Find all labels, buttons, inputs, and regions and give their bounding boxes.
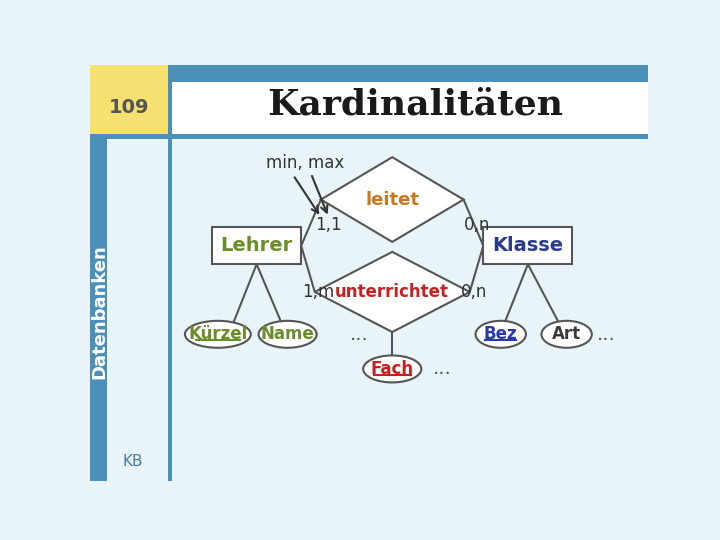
Ellipse shape [541,321,592,348]
FancyBboxPatch shape [168,65,172,481]
Text: Kürzel: Kürzel [188,325,248,343]
Text: ...: ... [597,325,616,344]
Text: Datenbanken: Datenbanken [90,244,108,379]
Text: KB: KB [122,454,143,469]
Text: ...: ... [351,325,369,344]
Text: 0,n: 0,n [464,216,491,234]
Ellipse shape [476,321,526,348]
Text: Kardinalitäten: Kardinalitäten [267,88,564,122]
Text: Name: Name [261,325,315,343]
Text: ...: ... [433,360,452,379]
Text: 0,n: 0,n [460,283,487,301]
FancyBboxPatch shape [90,65,107,481]
Ellipse shape [363,355,421,382]
Text: 1,1: 1,1 [315,216,342,234]
FancyBboxPatch shape [90,134,648,139]
Text: Bez: Bez [484,325,518,343]
FancyBboxPatch shape [90,65,648,82]
Text: Fach: Fach [371,360,414,378]
Polygon shape [315,252,469,332]
FancyBboxPatch shape [483,227,572,264]
Text: 1,m: 1,m [302,283,335,301]
Text: unterrichtet: unterrichtet [336,283,449,301]
FancyBboxPatch shape [90,65,648,134]
Text: min, max: min, max [266,154,345,172]
Text: Art: Art [552,325,581,343]
Text: Lehrer: Lehrer [220,237,293,255]
Text: Klasse: Klasse [492,237,564,255]
Ellipse shape [185,321,251,348]
Ellipse shape [258,321,317,348]
FancyBboxPatch shape [90,65,168,134]
Polygon shape [321,157,464,242]
FancyBboxPatch shape [212,227,301,264]
Text: 109: 109 [109,98,149,117]
Text: leitet: leitet [365,191,419,208]
